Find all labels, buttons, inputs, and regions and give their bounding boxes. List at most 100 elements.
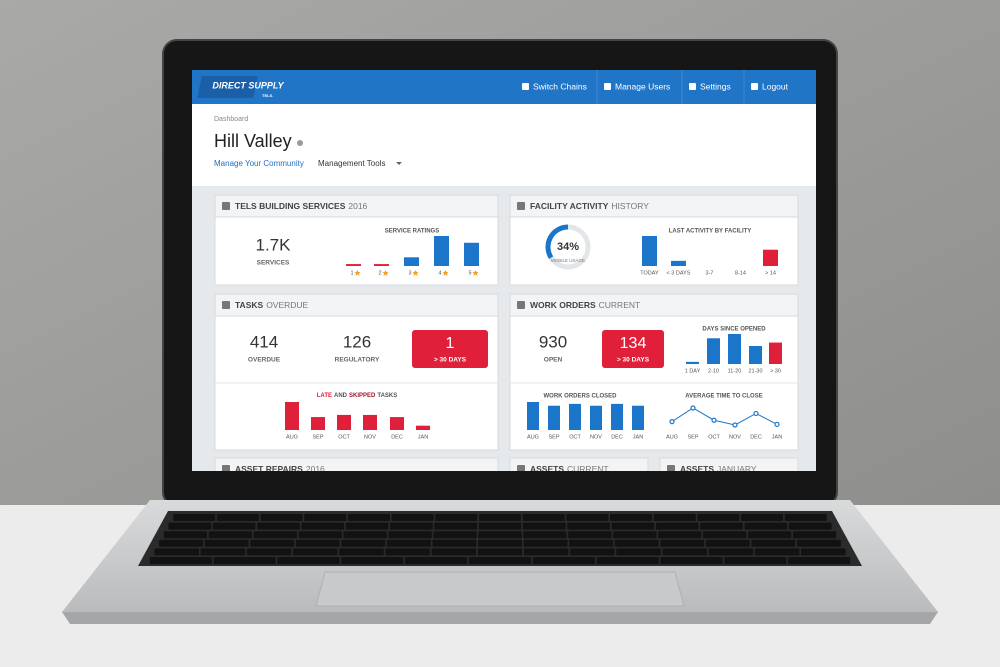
bar <box>285 402 299 430</box>
panel <box>214 293 499 451</box>
bar-label: NOV <box>590 434 602 440</box>
bar <box>416 425 430 430</box>
nav-icon <box>522 83 529 90</box>
x-label: SEP <box>687 434 698 440</box>
x-label: DEC <box>750 434 762 440</box>
nav-link[interactable]: Logout <box>762 81 789 91</box>
bar-label: 3 <box>408 270 411 276</box>
bar-label: NOV <box>364 434 376 440</box>
key <box>385 548 430 556</box>
line-point <box>711 417 717 423</box>
bar <box>671 260 686 266</box>
bar-label: 1 DAY <box>685 368 701 374</box>
key <box>390 522 433 530</box>
nav-link[interactable]: Switch Chains <box>533 81 587 91</box>
chart-title: LATE AND SKIPPED TASKS <box>317 393 397 399</box>
key <box>478 539 522 547</box>
key <box>168 522 212 530</box>
key <box>304 514 347 521</box>
line-point <box>753 410 759 417</box>
bar <box>464 242 479 266</box>
key <box>697 514 740 521</box>
key <box>478 531 522 539</box>
nav-icon <box>604 83 611 90</box>
bar <box>390 417 404 430</box>
alert-box <box>602 330 664 368</box>
nav-icon <box>689 83 696 90</box>
key <box>173 514 216 521</box>
key <box>523 548 569 556</box>
bar-label: 8-14 <box>735 270 746 276</box>
stat-label: OPEN <box>544 357 563 364</box>
key <box>388 531 432 539</box>
key <box>212 522 256 530</box>
bar-label: 11-20 <box>728 368 742 374</box>
key <box>708 548 754 556</box>
breadcrumb: Dashboard <box>214 116 248 123</box>
key <box>295 539 340 547</box>
key <box>405 557 468 564</box>
key <box>569 539 614 547</box>
key <box>568 531 612 539</box>
key <box>796 539 841 547</box>
trackpad <box>315 571 685 607</box>
panel-header <box>509 293 799 317</box>
bar-label: 4 <box>438 270 441 276</box>
key <box>149 557 212 564</box>
key <box>522 514 565 521</box>
line-point <box>774 421 780 427</box>
key <box>660 557 723 564</box>
panel-title-sub: CURRENT <box>599 300 641 310</box>
key <box>216 514 259 521</box>
key <box>301 522 345 530</box>
key <box>345 522 389 530</box>
panel-icon <box>517 301 525 309</box>
bar <box>374 264 389 266</box>
bar-label: JAN <box>633 434 643 440</box>
header-link[interactable]: Manage Your Community <box>214 159 304 168</box>
key <box>724 557 787 564</box>
bar <box>346 264 361 266</box>
header-link[interactable]: Management Tools <box>318 159 385 168</box>
panel-title-main: FACILITY ACTIVITY <box>530 201 609 211</box>
stat-label: OVERDUE <box>248 357 281 364</box>
key <box>246 548 292 556</box>
key <box>213 557 276 564</box>
panel-header <box>509 194 799 218</box>
x-label: OCT <box>708 434 720 440</box>
bar <box>769 342 782 364</box>
key <box>570 548 615 556</box>
nav-link[interactable]: Settings <box>700 81 731 91</box>
key <box>705 539 750 547</box>
star-icon <box>382 270 389 276</box>
bar <box>548 405 560 430</box>
key <box>478 514 522 521</box>
key <box>784 514 827 521</box>
nav-link[interactable]: Manage Users <box>615 81 670 91</box>
panel-title-sub: CURRENT <box>567 464 609 474</box>
key <box>596 557 659 564</box>
key <box>431 548 477 556</box>
stat-value: 126 <box>343 332 371 351</box>
panel-title-main: TASKS <box>235 300 264 310</box>
header <box>192 104 816 186</box>
key <box>386 539 431 547</box>
star-icon <box>354 270 361 276</box>
bar <box>632 405 644 430</box>
panel-icon <box>222 465 230 471</box>
alert-box <box>412 330 488 368</box>
key <box>792 531 837 539</box>
bar-label: OCT <box>338 434 350 440</box>
alert-label: > 30 DAYS <box>434 357 467 364</box>
key <box>523 531 567 539</box>
key <box>298 531 342 539</box>
donut-value: 34% <box>557 241 579 253</box>
key <box>660 539 705 547</box>
key <box>200 548 246 556</box>
key <box>747 531 792 539</box>
chart-title: DAYS SINCE OPENED <box>702 327 766 333</box>
panel-title: ASSETS CURRENT <box>530 464 609 474</box>
key <box>432 539 477 547</box>
panel-header <box>214 457 499 471</box>
